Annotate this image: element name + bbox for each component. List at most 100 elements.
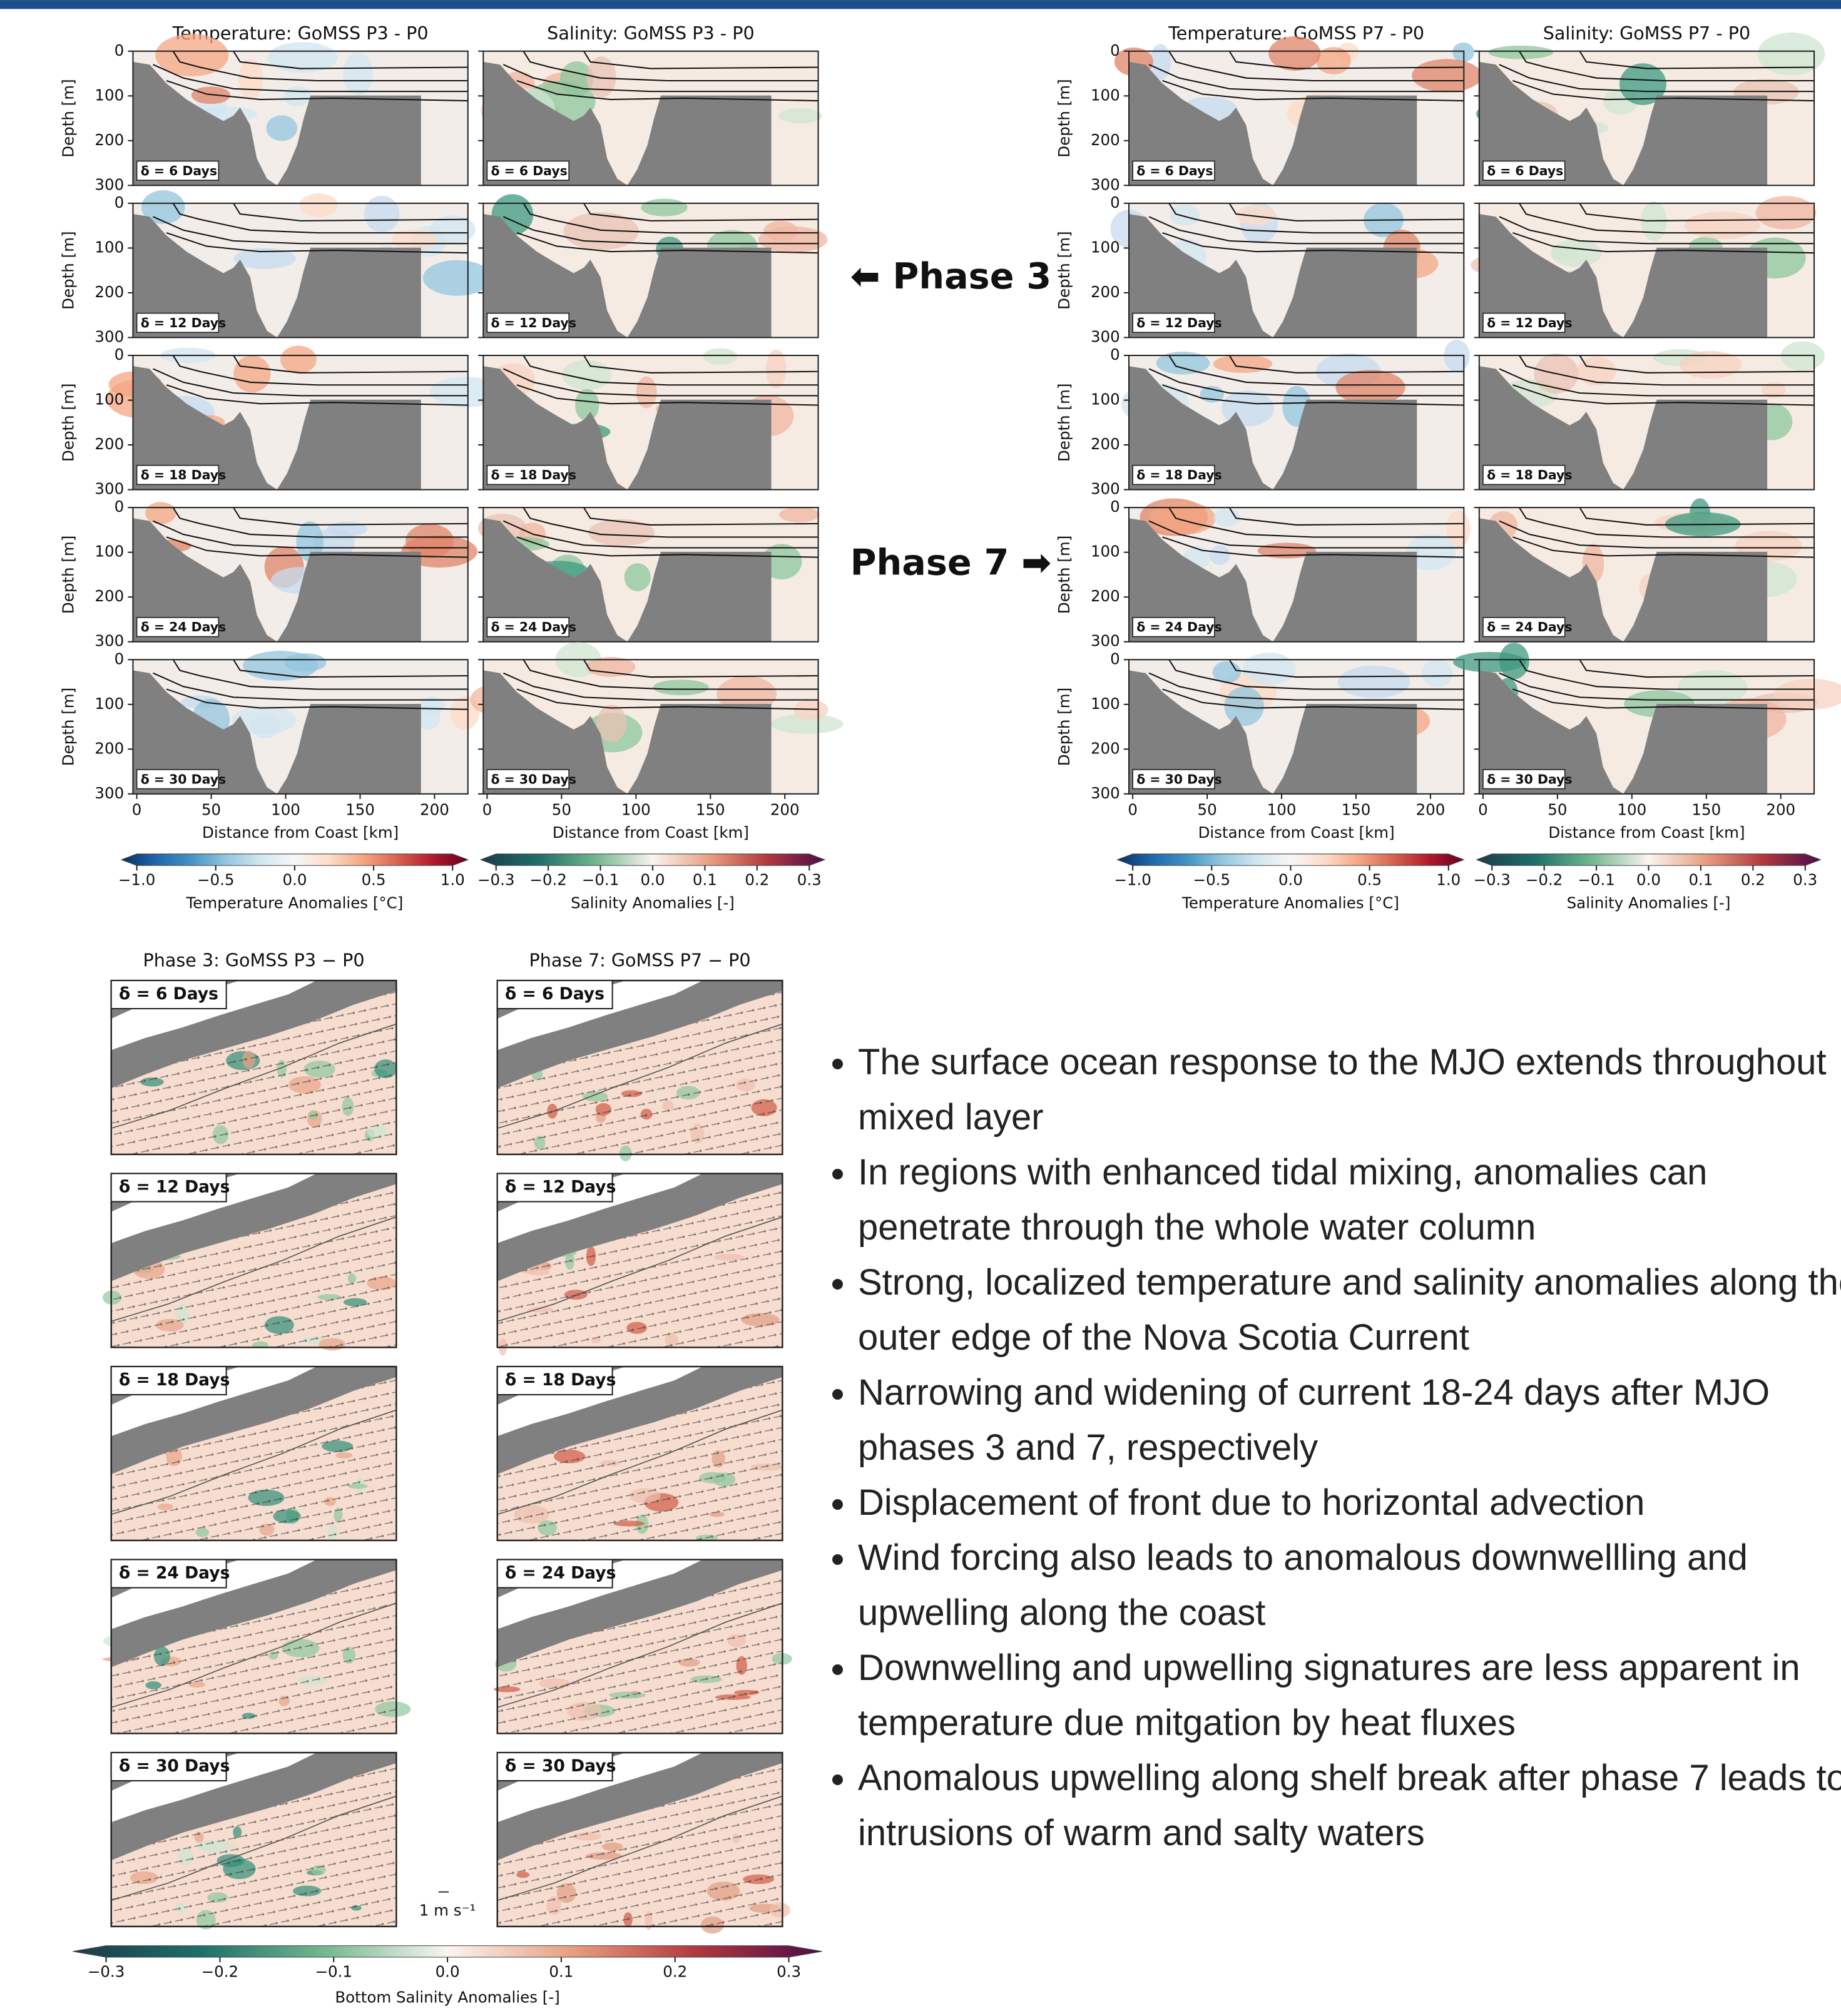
section-panel: δ = 12 Days0100200300Depth [m] — [1055, 193, 1464, 346]
y-axis-label: Depth [m] — [59, 384, 77, 462]
anomaly-patch — [1243, 653, 1296, 685]
map-panel: δ = 12 Days — [497, 1174, 783, 1356]
lag-label: δ = 6 Days — [141, 163, 217, 178]
y-tick-label: 0 — [115, 497, 125, 516]
anomaly-patch — [779, 507, 819, 522]
panel-title: Salinity: GoMSS P3 - P0 — [547, 23, 754, 44]
y-tick-label: 200 — [1091, 587, 1120, 605]
colorbar-bar — [1477, 854, 1821, 865]
bullet: The surface ocean response to the MJO ex… — [858, 1035, 1841, 1145]
anomaly-patch — [641, 199, 687, 216]
y-tick-label: 100 — [94, 86, 124, 104]
map-panel: δ = 24 Days — [494, 1560, 792, 1734]
map-panel: δ = 18 Days — [111, 1367, 397, 1541]
x-tick-label: 0 — [1128, 800, 1138, 818]
y-axis-label: Depth [m] — [59, 688, 77, 766]
colorbar-tick-label: −1.0 — [1114, 871, 1151, 889]
lag-label: δ = 6 Days — [491, 163, 568, 178]
colorbar-tick-label: −0.1 — [1578, 871, 1615, 889]
x-tick-label: 200 — [420, 800, 449, 818]
x-tick-label: 0 — [482, 800, 492, 818]
y-tick-label: 300 — [94, 784, 124, 802]
colorbar-tick-label: 0.2 — [663, 1962, 687, 1980]
y-tick-label: 200 — [1091, 283, 1120, 301]
y-tick-label: 0 — [1110, 41, 1120, 59]
anomaly-patch — [238, 59, 263, 100]
bullet-list: The surface ocean response to the MJO ex… — [831, 1035, 1841, 1861]
map-panel: δ = 30 Days — [497, 1753, 790, 1933]
map-panel: δ = 12 Days — [103, 1174, 396, 1351]
anomaly-patch — [1756, 196, 1817, 229]
colorbar-tick-label: 0.3 — [797, 871, 822, 889]
anomaly-patch — [1335, 370, 1405, 405]
y-tick-label: 300 — [1091, 632, 1120, 650]
y-axis-label: Depth [m] — [1055, 384, 1073, 462]
section-panel: δ = 24 Days — [478, 507, 819, 641]
x-tick-label: 50 — [552, 800, 571, 818]
bullet: Wind forcing also leads to anomalous dow… — [858, 1530, 1841, 1641]
colorbar-tick-label: −1.0 — [118, 871, 156, 889]
y-axis-label: Depth [m] — [59, 536, 77, 614]
page: Temperature: GoMSS P3 - P0δ = 6 Days0100… — [0, 0, 1841, 2016]
lag-label: δ = 12 Days — [1487, 315, 1572, 330]
y-tick-label: 0 — [115, 41, 125, 59]
scale-label: 1 m s⁻¹ — [419, 1901, 476, 1919]
map-panel: δ = 30 Days — [111, 1753, 397, 1930]
y-tick-label: 200 — [1091, 131, 1120, 149]
x-tick-label: 100 — [271, 800, 300, 818]
anomaly-patch — [266, 115, 297, 141]
anomaly-patch — [191, 86, 230, 104]
map-panel: δ = 18 Days — [497, 1367, 783, 1541]
colorbar-tick-label: −0.3 — [477, 871, 515, 889]
section-panel: δ = 30 Days050100150200Distance from Coa… — [471, 642, 844, 842]
colorbar-tick-label: 0.3 — [1793, 871, 1817, 889]
section-panel: δ = 18 Days — [1474, 342, 1825, 490]
bullet: Displacement of front due to horizontal … — [858, 1475, 1841, 1530]
colorbar-tick-label: 0.0 — [282, 871, 307, 889]
y-tick-label: 100 — [94, 542, 124, 561]
y-tick-label: 300 — [94, 632, 124, 650]
x-tick-label: 150 — [1342, 800, 1371, 818]
colorbar-tick-label: 0.0 — [640, 871, 665, 889]
y-tick-label: 0 — [115, 649, 125, 668]
section-panel: δ = 24 Days — [1474, 498, 1814, 641]
lag-label: δ = 30 Days — [1487, 771, 1572, 787]
y-tick-label: 0 — [115, 193, 125, 211]
y-tick-label: 200 — [94, 435, 124, 453]
colorbar-bar — [1118, 854, 1464, 865]
lag-label: δ = 24 Days — [141, 619, 226, 634]
x-axis-label: Distance from Coast [km] — [553, 823, 749, 842]
anomaly-patch — [1337, 666, 1410, 698]
colorbar-label: Temperature Anomalies [°C] — [185, 893, 403, 912]
anomaly-patch — [299, 193, 338, 217]
colorbar-tick-label: −0.1 — [582, 871, 620, 889]
colorbar-tick-label: −0.2 — [201, 1962, 239, 1980]
colorbar-bar — [73, 1946, 822, 1957]
section-panel: δ = 30 Days0100200300Depth [m]0501001502… — [1055, 649, 1464, 842]
bullet: Anomalous upwelling along shelf break af… — [858, 1751, 1841, 1861]
map-panel: δ = 24 Days — [103, 1560, 411, 1734]
x-axis-label: Distance from Coast [km] — [202, 823, 399, 842]
lag-label: δ = 6 Days — [119, 984, 218, 1004]
anomaly-patch — [1499, 643, 1529, 679]
y-tick-label: 100 — [1091, 542, 1120, 561]
y-tick-label: 0 — [1110, 649, 1120, 668]
map-title: Phase 7: GoMSS P7 − P0 — [529, 949, 750, 970]
colorbar-tick-label: 1.0 — [1436, 871, 1461, 889]
lag-label: δ = 18 Days — [119, 1370, 230, 1390]
colorbar-tick-label: −0.5 — [1193, 871, 1231, 889]
x-tick-label: 100 — [1617, 800, 1646, 818]
x-tick-label: 100 — [1267, 800, 1297, 818]
lag-label: δ = 30 Days — [505, 1756, 616, 1776]
section-panel: δ = 6 Days — [1474, 33, 1825, 185]
colorbar-tick-label: 0.0 — [1278, 871, 1303, 889]
section-panel: δ = 18 Days0100200300Depth [m] — [59, 345, 499, 498]
y-axis-label: Depth [m] — [59, 231, 77, 309]
lag-label: δ = 30 Days — [1136, 771, 1221, 787]
x-tick-label: 50 — [1548, 800, 1567, 818]
lag-label: δ = 24 Days — [119, 1564, 230, 1583]
x-tick-label: 100 — [621, 800, 651, 818]
section-panel: δ = 12 Days0100200300Depth [m] — [59, 190, 492, 345]
map-panel: δ = 6 Days — [111, 980, 397, 1154]
